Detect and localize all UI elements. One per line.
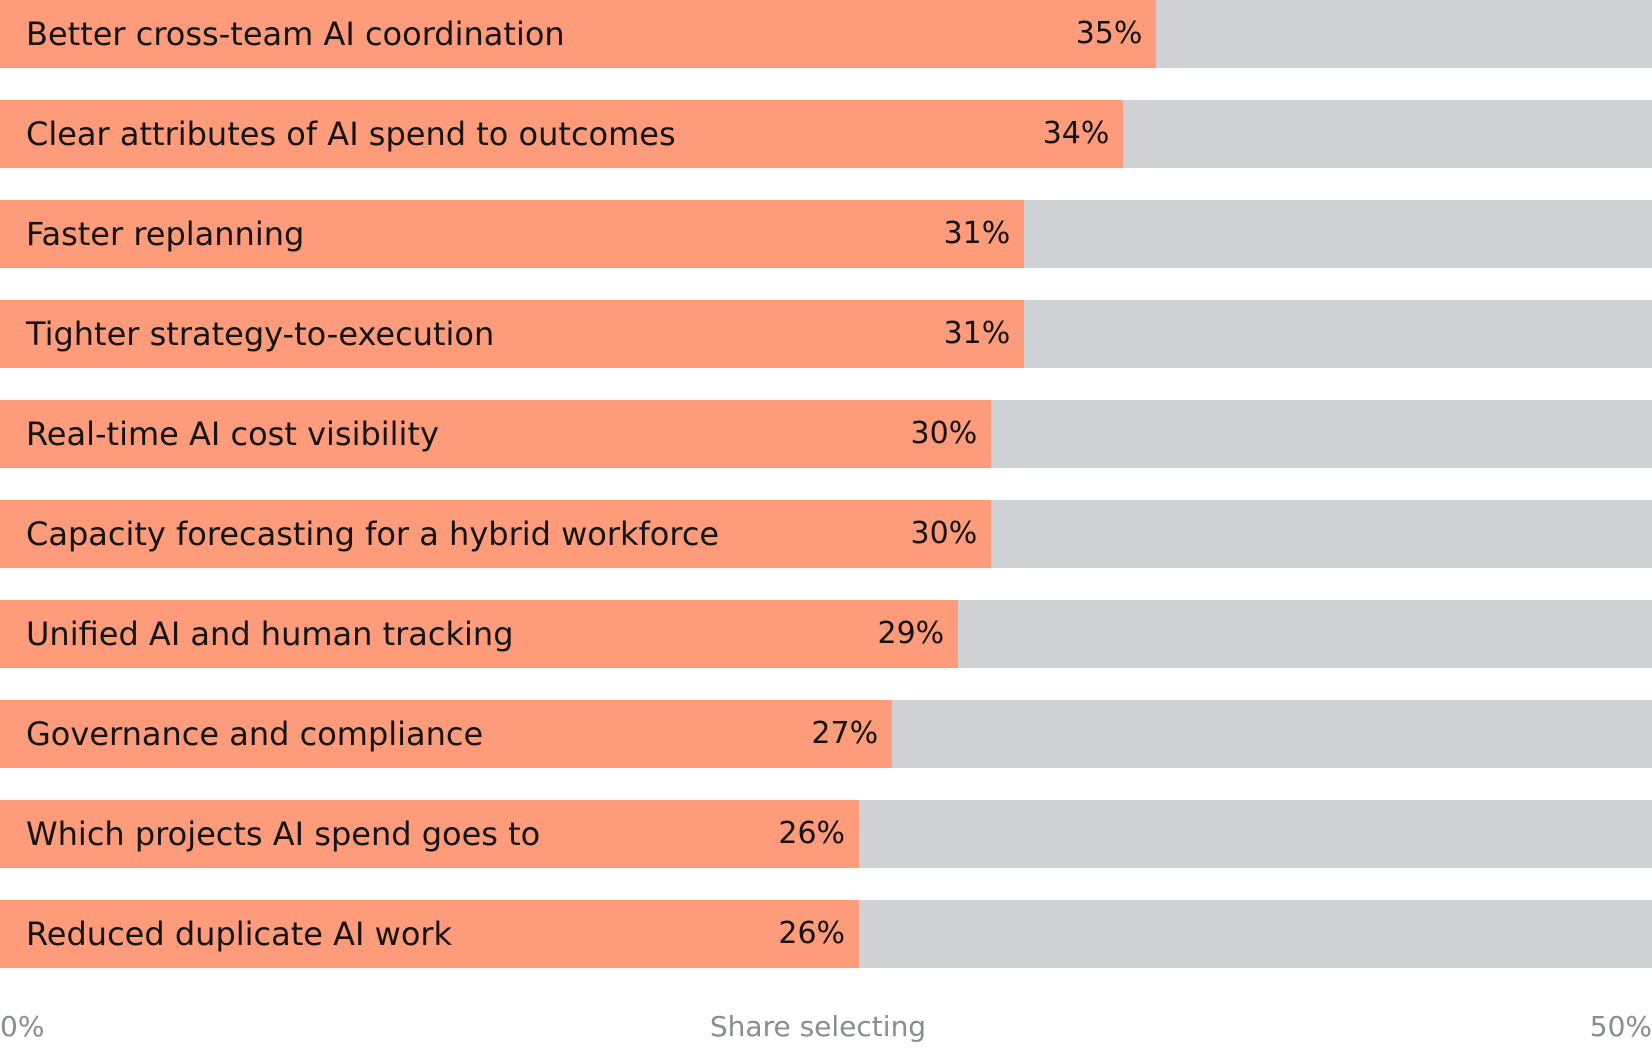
bar [0,500,992,568]
bar-row: Faster replanning 31% [0,200,1652,268]
bar-row: Capacity forecasting for a hybrid workfo… [0,500,1652,568]
bar [0,800,860,868]
bar [0,100,1124,168]
bar [0,400,992,468]
bar [0,0,1157,68]
category-label: Clear attributes of AI spend to outcomes [26,115,676,153]
value-label: 29% [877,616,945,651]
value-label: 35% [1075,16,1143,51]
bar-row: Real-time AI cost visibility 30% [0,400,1652,468]
bar [0,300,1025,368]
x-axis-title: Share selecting [709,1010,927,1043]
bar [0,900,860,968]
bar-row: Better cross-team AI coordination 35% [0,0,1652,68]
bar-row: Governance and compliance 27% [0,700,1652,768]
category-label: Better cross-team AI coordination [26,15,565,53]
category-label: Faster replanning [26,215,305,253]
category-label: Capacity forecasting for a hybrid workfo… [26,515,720,553]
bar-row: Clear attributes of AI spend to outcomes… [0,100,1652,168]
value-label: 31% [943,316,1011,351]
bar-row: Unified AI and human tracking 29% [0,600,1652,668]
value-label: 27% [811,716,879,751]
value-label: 31% [943,216,1011,251]
value-label: 30% [910,416,978,451]
bar [0,200,1025,268]
category-label: Unified AI and human tracking [26,615,514,653]
bar [0,600,959,668]
category-label: Tighter strategy-to-execution [26,315,495,353]
category-label: Governance and compliance [26,715,484,753]
value-label: 26% [778,916,846,951]
x-axis-min-tick-label: 0% [0,1010,45,1043]
bar-row: Tighter strategy-to-execution 31% [0,300,1652,368]
category-label: Real-time AI cost visibility [26,415,439,453]
value-label: 26% [778,816,846,851]
value-label: 34% [1042,116,1110,151]
value-label: 30% [910,516,978,551]
category-label: Which projects AI spend goes to [26,815,541,853]
x-axis-max-tick-label: 50% [1589,1010,1652,1043]
category-label: Reduced duplicate AI work [26,915,453,953]
bar [0,700,893,768]
bar-row: Which projects AI spend goes to 26% [0,800,1652,868]
bar-row: Reduced duplicate AI work 26% [0,900,1652,968]
